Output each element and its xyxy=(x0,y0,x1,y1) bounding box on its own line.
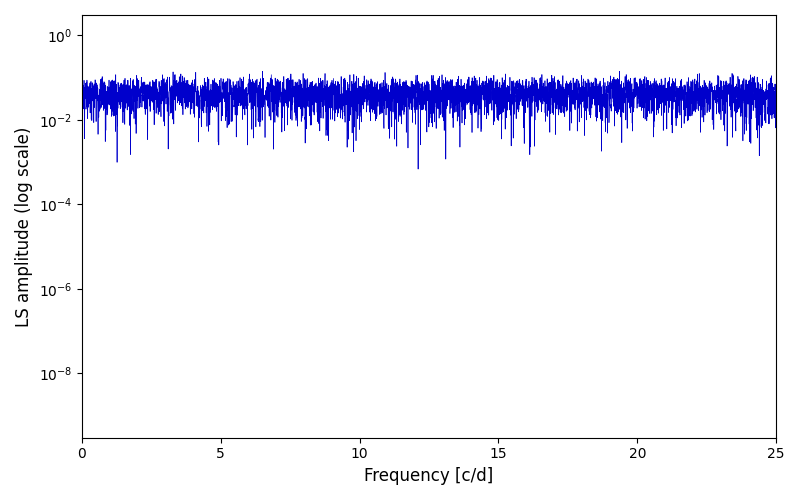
Y-axis label: LS amplitude (log scale): LS amplitude (log scale) xyxy=(15,126,33,326)
X-axis label: Frequency [c/d]: Frequency [c/d] xyxy=(364,467,494,485)
